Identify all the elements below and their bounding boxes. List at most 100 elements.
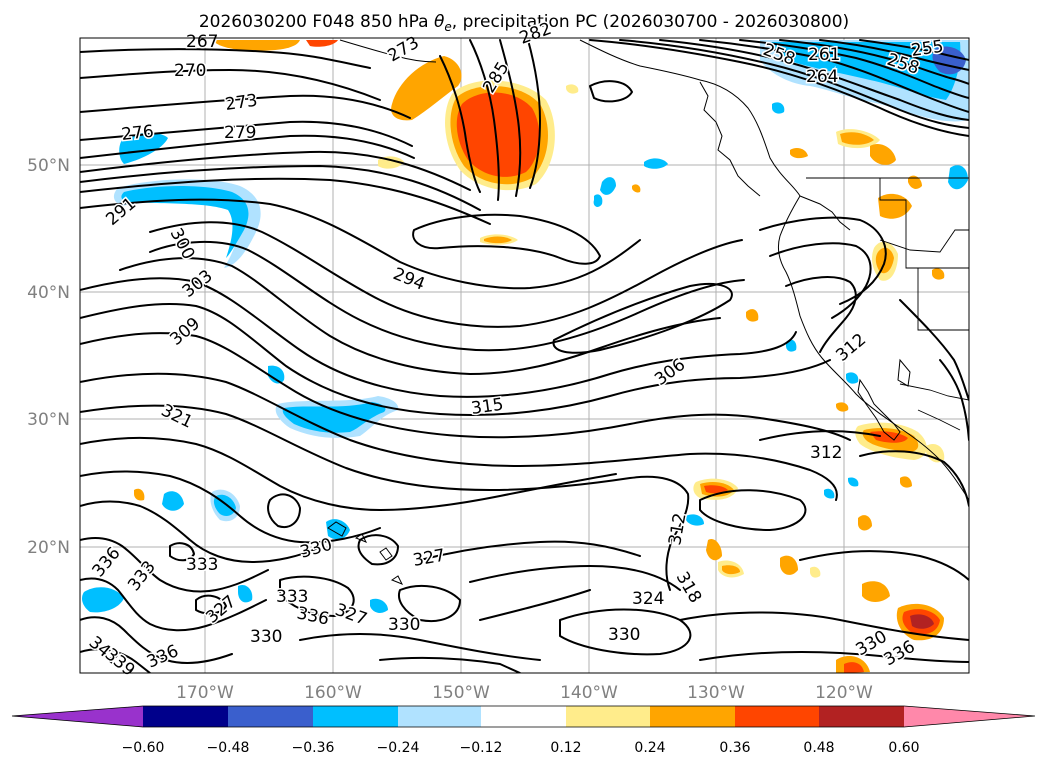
colorbar-tick-label: −0.24 bbox=[377, 740, 420, 756]
contour-e-2 bbox=[769, 242, 872, 319]
contour-ne-5 bbox=[739, 39, 969, 99]
lon-label-150w: 150°W bbox=[432, 683, 490, 703]
contour-333 bbox=[80, 616, 233, 664]
contour-closed-9 bbox=[589, 80, 633, 103]
contour-e-4 bbox=[899, 299, 969, 401]
contour-trough-4 bbox=[439, 55, 481, 193]
border-states-2 bbox=[906, 267, 969, 331]
contour-closed-11 bbox=[169, 542, 195, 562]
colorbar-tick-label: 0.24 bbox=[634, 740, 665, 756]
lon-label-160w: 160°W bbox=[304, 683, 362, 703]
precip-neg-sw bbox=[82, 587, 124, 613]
lat-label-40n: 40°N bbox=[27, 283, 70, 303]
contour-285 bbox=[80, 165, 481, 211]
colorbar-segment-under bbox=[12, 706, 143, 727]
alaska-panhandle-islands bbox=[699, 81, 761, 197]
contour-s-1 bbox=[479, 589, 591, 621]
lat-axis: 50°N 40°N 30°N 20°N bbox=[27, 156, 70, 558]
precip-pos-mx1 bbox=[926, 443, 945, 463]
precip-pos-mx2 bbox=[900, 476, 912, 488]
precip-neg-s bbox=[326, 519, 350, 540]
contour-309 bbox=[80, 332, 851, 441]
precip-neg-s2 bbox=[370, 598, 388, 613]
precip-neg-central bbox=[282, 402, 386, 433]
colorbar-outline bbox=[11, 705, 1036, 728]
contour-324 bbox=[80, 500, 319, 563]
precip-pos-w6 bbox=[836, 402, 849, 412]
colorbar-tick-label: 0.60 bbox=[888, 740, 919, 756]
contour-closed-6 bbox=[699, 489, 807, 531]
alaska-peninsula bbox=[339, 39, 437, 63]
contour-label: 255 bbox=[910, 37, 945, 61]
colorbar-tick-label: −0.48 bbox=[207, 740, 250, 756]
contour-label: 276 bbox=[120, 122, 154, 145]
contour-trough-1 bbox=[469, 39, 500, 201]
precip-pos-nw5 bbox=[790, 148, 808, 159]
precip-neg-st8 bbox=[824, 488, 835, 499]
contour-ne-2 bbox=[619, 39, 969, 129]
precip-pos-se-max bbox=[910, 614, 934, 629]
contour-e-5 bbox=[859, 450, 969, 507]
contour-321 bbox=[80, 470, 381, 544]
contour-273 bbox=[80, 94, 411, 119]
contour-318 bbox=[80, 437, 617, 511]
colorbar-tick-label: −0.12 bbox=[460, 740, 503, 756]
contour-e-9 bbox=[699, 650, 969, 663]
border-us-mexico bbox=[899, 383, 969, 401]
contour-trough-2 bbox=[499, 39, 522, 197]
contour-294 bbox=[149, 221, 743, 328]
contour-e-7 bbox=[799, 550, 969, 581]
contour-315 bbox=[80, 404, 690, 591]
contour-trough-3 bbox=[527, 39, 541, 189]
map-panel: 267 270 273 276 279 273 285 282 258 261 … bbox=[79, 17, 970, 682]
contour-closed-4 bbox=[398, 584, 461, 622]
colorbar-segment bbox=[143, 706, 228, 727]
precip-pos-st4 bbox=[780, 555, 798, 575]
precip-pos-nw1 bbox=[840, 132, 874, 145]
baja-california bbox=[857, 378, 901, 441]
precip-gulf-high bbox=[456, 92, 540, 177]
precip-pos-w3 bbox=[746, 309, 759, 322]
contour-closed-3 bbox=[279, 575, 355, 617]
contour-336 bbox=[80, 648, 151, 673]
precip-pos-st1-high bbox=[704, 485, 728, 494]
contour-ne-6 bbox=[779, 39, 969, 85]
contour-label: 333 bbox=[276, 587, 308, 607]
contour-label: 312 bbox=[810, 443, 842, 463]
precip-bering-2 bbox=[306, 40, 338, 47]
contour-327 bbox=[80, 537, 269, 593]
precip-pos-w2 bbox=[932, 268, 945, 280]
colorbar-segment bbox=[566, 706, 650, 727]
contour-s-4 bbox=[299, 633, 541, 661]
contour-267 bbox=[80, 48, 371, 69]
precip-neg-c2 bbox=[268, 365, 285, 384]
contour-label: 279 bbox=[224, 123, 256, 143]
colorbar-tick-label: −0.60 bbox=[122, 740, 165, 756]
contour-s-3 bbox=[469, 565, 681, 591]
contour-label: 264 bbox=[806, 67, 838, 87]
precip-pos-w7 bbox=[134, 488, 145, 501]
contour-297 bbox=[149, 240, 745, 352]
lat-label-30n: 30°N bbox=[27, 410, 70, 430]
map-frame bbox=[79, 37, 970, 674]
precip-pos-c3 bbox=[566, 84, 579, 94]
contour-s-5 bbox=[379, 656, 521, 673]
borders bbox=[806, 177, 969, 431]
colorbar-segment bbox=[819, 706, 904, 727]
precip-neg-west bbox=[121, 186, 249, 258]
precip-pos-st2 bbox=[706, 538, 722, 561]
contour-ne-4 bbox=[699, 39, 969, 113]
contour-330 bbox=[80, 577, 267, 632]
colorbar-segment-over bbox=[904, 706, 1035, 727]
precip-neg-st9 bbox=[848, 477, 859, 487]
precip-neg-s3 bbox=[238, 584, 253, 603]
precip-neg-e3 bbox=[593, 194, 603, 207]
lon-label-170w: 170°W bbox=[176, 683, 234, 703]
lat-label-50n: 50°N bbox=[27, 156, 70, 176]
contour-276 bbox=[80, 120, 413, 147]
border-states-1 bbox=[879, 178, 969, 269]
contour-closed-2 bbox=[195, 594, 227, 615]
border-mexico-states bbox=[917, 409, 961, 431]
border-states-3 bbox=[879, 229, 969, 253]
contour-label: 324 bbox=[632, 589, 664, 609]
